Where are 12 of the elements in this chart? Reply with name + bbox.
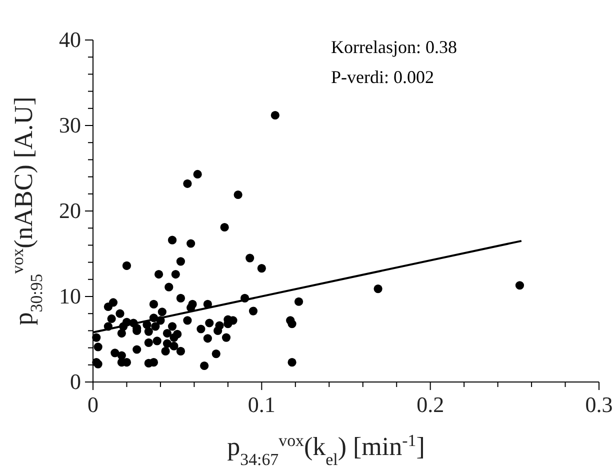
y-tick-label: 40 — [59, 27, 81, 52]
annotation: P-verdi: 0.002 — [331, 67, 434, 87]
annotation: Korrelasjon: 0.38 — [331, 37, 457, 57]
x-tick-label: 0.2 — [416, 392, 444, 417]
x-tick-label: 0 — [88, 392, 98, 417]
x-tick-label: 0.1 — [248, 392, 276, 417]
x-tick-label: 0.3 — [585, 392, 613, 417]
y-tick-label: 30 — [59, 112, 81, 138]
y-tick-label: 0 — [70, 369, 81, 394]
x-axis-title: p$_{34:67}$$^{vox}$(k$_{el}$) [min$^{-1}$] — [227, 430, 425, 467]
y-tick-label: 10 — [59, 284, 81, 308]
y-tick-label: 20 — [59, 198, 81, 223]
